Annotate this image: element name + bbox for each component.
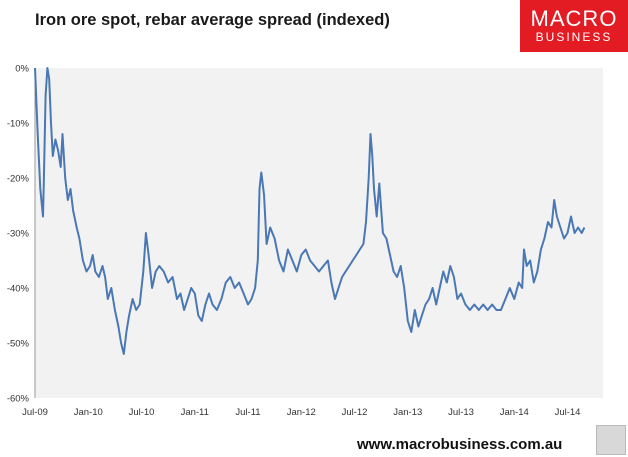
x-axis: Jul-09 Jan-10 Jul-10 Jan-11 Jul-11 Jan-12 Jul-… (22, 407, 580, 418)
y-tick-label: -10% (7, 119, 30, 130)
x-tick-label: Jan-10 (74, 407, 103, 418)
x-tick-label: Jul-12 (342, 407, 368, 418)
y-tick-label: -30% (7, 229, 30, 240)
y-tick-label: -50% (7, 339, 30, 350)
footer-url: www.macrobusiness.com.au (357, 436, 563, 453)
x-tick-label: Jan-12 (287, 407, 316, 418)
x-tick-label: Jul-11 (235, 407, 260, 418)
plot-area (35, 68, 603, 398)
x-tick-label: Jul-10 (129, 407, 155, 418)
x-tick-label: Jan-14 (500, 407, 529, 418)
wolf-logo-icon (596, 425, 626, 455)
chart-title: Iron ore spot, rebar average spread (ind… (35, 11, 390, 29)
y-tick-label: -40% (7, 284, 30, 295)
x-tick-label: Jan-13 (393, 407, 422, 418)
x-tick-label: Jul-13 (448, 407, 474, 418)
y-tick-label: -20% (7, 174, 30, 185)
y-axis: 0% -10% -20% -30% -40% -50% -60% (7, 64, 36, 405)
y-tick-label: -60% (7, 394, 30, 405)
macrobusiness-logo: MACRO BUSINESS (520, 0, 628, 52)
x-tick-label: Jan-11 (181, 407, 209, 418)
series-line (34, 67, 586, 355)
x-tick-label: Jul-09 (22, 407, 48, 418)
series-layer (34, 67, 586, 355)
x-tick-label: Jul-14 (555, 407, 581, 418)
logo-line1: MACRO (530, 6, 618, 31)
y-tick-label: 0% (15, 64, 29, 75)
logo-line2: BUSINESS (535, 30, 613, 44)
